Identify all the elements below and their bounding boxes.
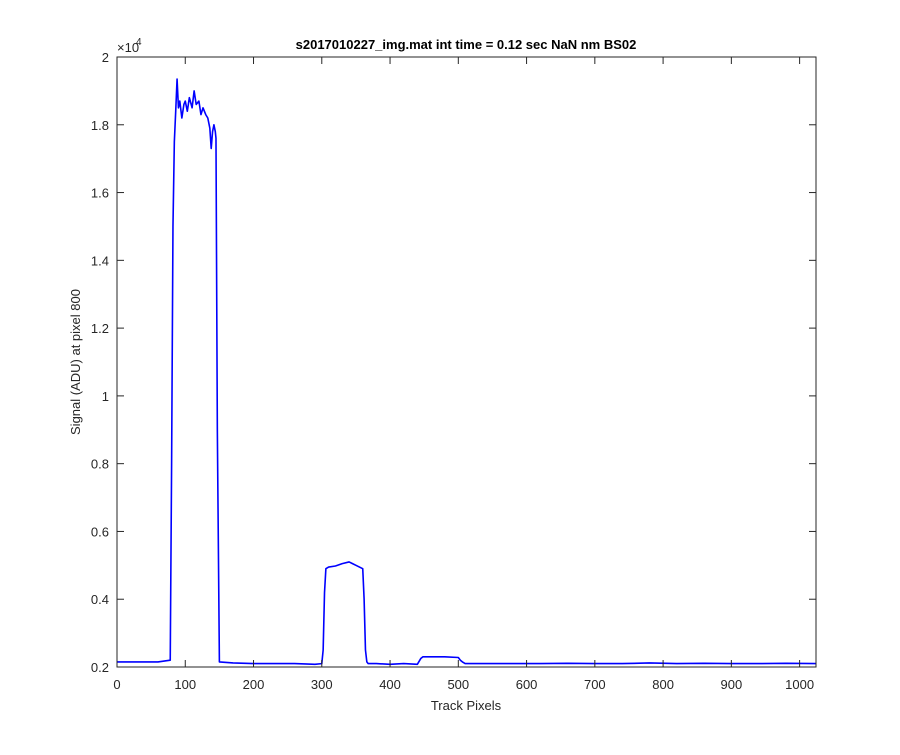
x-tick-label: 800 (652, 677, 674, 692)
x-tick-label: 500 (447, 677, 469, 692)
x-tick-label: 100 (174, 677, 196, 692)
plot-area (117, 57, 816, 667)
x-tick-label: 600 (516, 677, 538, 692)
x-tick-label: 700 (584, 677, 606, 692)
chart-title: s2017010227_img.mat int time = 0.12 sec … (296, 37, 637, 52)
y-axis-label: Signal (ADU) at pixel 800 (68, 289, 83, 435)
y-tick-label: 0.8 (91, 457, 109, 472)
x-tick-label: 1000 (785, 677, 814, 692)
y-tick-label: 0.6 (91, 524, 109, 539)
y-tick-label: 2 (102, 50, 109, 65)
y-tick-label: 1.4 (91, 253, 109, 268)
x-tick-label: 200 (243, 677, 265, 692)
x-axis-label: Track Pixels (431, 698, 502, 713)
y-tick-label: 0.4 (91, 592, 109, 607)
y-tick-label: 1.2 (91, 321, 109, 336)
x-tick-label: 300 (311, 677, 333, 692)
y-exponent-base: ×10 (117, 40, 139, 55)
y-tick-label: 1 (102, 389, 109, 404)
x-tick-label: 400 (379, 677, 401, 692)
y-tick-label: 1.6 (91, 186, 109, 201)
x-tick-label: 900 (721, 677, 743, 692)
y-tick-label: 0.2 (91, 660, 109, 675)
y-tick-label: 1.8 (91, 118, 109, 133)
series-line-0 (117, 78, 817, 666)
x-tick-label: 0 (113, 677, 120, 692)
y-exponent-power: 4 (136, 37, 142, 48)
axes-box (116, 56, 817, 668)
